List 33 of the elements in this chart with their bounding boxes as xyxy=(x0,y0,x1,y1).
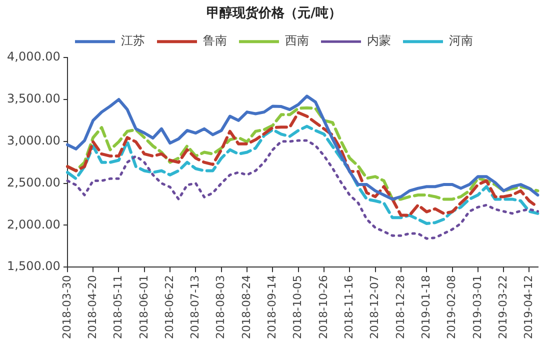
x-tick-label: 2018-04-20 xyxy=(86,275,99,340)
y-tick-label: 2,000.00 xyxy=(7,217,60,232)
y-tick-label: 1,500.00 xyxy=(7,259,60,274)
y-tick-label: 4,000.00 xyxy=(7,50,60,64)
x-tick-label: 2019-03-01 xyxy=(470,275,484,340)
x-tick-label: 2018-10-26 xyxy=(316,275,330,340)
legend-label: 鲁南 xyxy=(203,34,227,48)
line-series xyxy=(66,139,540,240)
legend-label: 河南 xyxy=(449,34,473,48)
x-tick-label: 2018-06-01 xyxy=(137,275,150,340)
chart-title: 甲醇现货价格（元/吨） xyxy=(206,5,342,22)
x-tick-label: 2019-04-12 xyxy=(522,275,536,340)
legend-label: 江苏 xyxy=(121,34,145,48)
x-tick-label: 2018-12-07 xyxy=(368,275,382,340)
y-tick-label: 3,500.00 xyxy=(7,92,60,106)
line-series xyxy=(66,124,540,226)
x-tick-label: 2018-03-30 xyxy=(60,275,74,340)
x-tick-label: 2018-08-03 xyxy=(214,275,228,340)
x-tick-label: 2018-11-16 xyxy=(342,275,356,340)
x-tick-label: 2018-08-24 xyxy=(240,275,253,340)
x-tick-label: 2018-06-22 xyxy=(162,275,176,340)
legend-label: 西南 xyxy=(285,34,309,48)
x-tick-label: 2018-07-13 xyxy=(188,275,202,340)
x-tick-label: 2018-12-28 xyxy=(394,275,407,340)
x-tick-label: 2018-10-05 xyxy=(291,275,304,340)
x-tick-label: 2019-01-18 xyxy=(419,275,432,340)
x-tick-label: 2019-02-08 xyxy=(445,275,458,340)
x-tick-label: 2019-03-22 xyxy=(496,275,510,340)
legend-label: 内蒙 xyxy=(367,34,391,48)
y-tick-label: 2,500.00 xyxy=(7,175,60,190)
x-tick-label: 2018-09-14 xyxy=(266,275,279,340)
x-tick-label: 2018-05-11 xyxy=(112,275,125,340)
y-tick-label: 3,000.00 xyxy=(7,134,60,148)
